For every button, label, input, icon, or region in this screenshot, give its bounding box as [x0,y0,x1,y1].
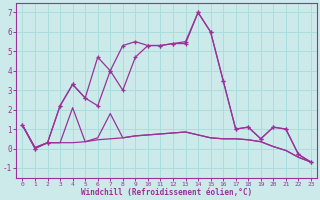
X-axis label: Windchill (Refroidissement éolien,°C): Windchill (Refroidissement éolien,°C) [81,188,252,197]
